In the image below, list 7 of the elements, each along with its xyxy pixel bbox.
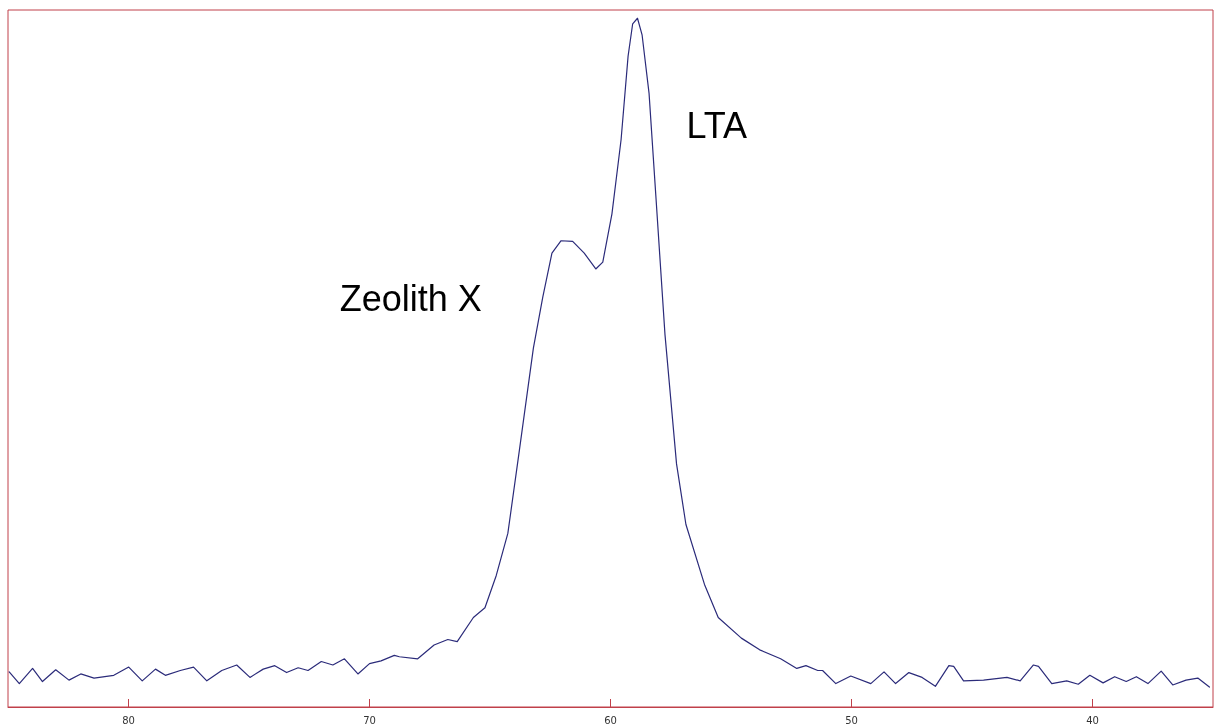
x-tick-label: 60 — [604, 714, 617, 726]
x-tick-label: 80 — [122, 714, 135, 726]
x-tick-label: 70 — [363, 714, 376, 726]
x-tick-label: 40 — [1086, 714, 1099, 726]
annotation: Zeolith X — [339, 277, 482, 319]
annotation: LTA — [686, 104, 748, 146]
x-tick-label: 50 — [845, 714, 858, 726]
